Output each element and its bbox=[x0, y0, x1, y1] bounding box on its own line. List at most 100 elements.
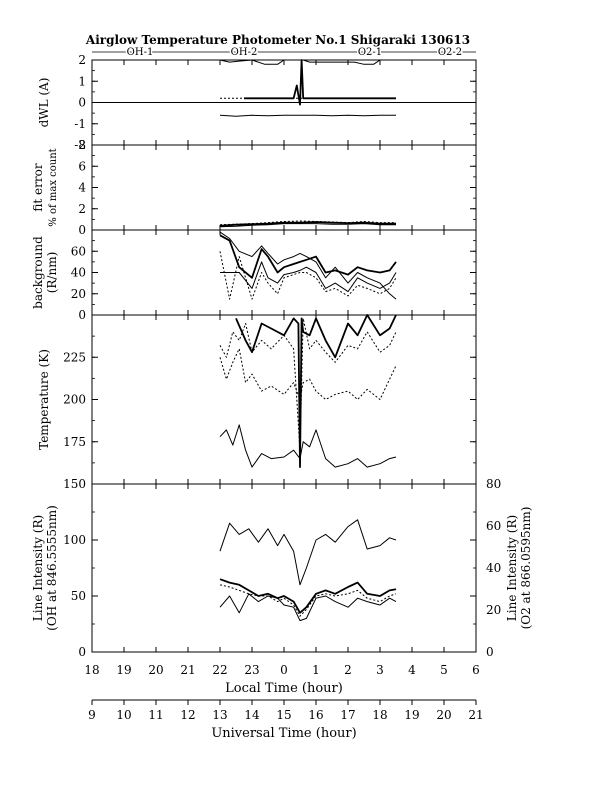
x-ut-tick-label: 13 bbox=[212, 708, 227, 722]
series-line-4 bbox=[235, 314, 397, 469]
x-local-tick-label: 19 bbox=[116, 663, 131, 677]
y-tick-label: 60 bbox=[71, 244, 86, 258]
series-line-3 bbox=[219, 317, 397, 451]
y-right-tick-label: 80 bbox=[486, 477, 501, 491]
y-tick-label: 0 bbox=[78, 308, 86, 322]
y-tick-label: 175 bbox=[63, 435, 86, 449]
y-axis-label: % of max count bbox=[48, 148, 59, 226]
y-tick-label: 2 bbox=[78, 53, 86, 67]
y-right-tick-label: 0 bbox=[486, 645, 494, 659]
x-local-tick-label: 1 bbox=[312, 663, 320, 677]
y-right-tick-label: 20 bbox=[486, 603, 501, 617]
y-right-tick-label: 60 bbox=[486, 519, 501, 533]
x-ut-tick-label: 21 bbox=[468, 708, 483, 722]
x-ut-tick-label: 15 bbox=[276, 708, 291, 722]
legend-label-oh-2: OH-2 bbox=[231, 47, 258, 58]
x-local-tick-label: 6 bbox=[472, 663, 480, 677]
legend-label-o2-1: O2-1 bbox=[358, 47, 382, 58]
panel-dwl: -2 -1 0 1 2 dWL (A) bbox=[37, 53, 477, 152]
panel-temperature: 175 200 225 Temperature (K) bbox=[37, 314, 477, 485]
panel-background: 0 20 40 60 background (R/nm) bbox=[31, 229, 477, 322]
x-local-tick-label: 21 bbox=[180, 663, 195, 677]
y-tick-label: 150 bbox=[63, 477, 86, 491]
y-tick-label: -2 bbox=[74, 138, 86, 152]
y-axis-label: Temperature (K) bbox=[37, 349, 51, 450]
panels: -2 -1 0 1 2 dWL (A) 0 2 4 6 8 fit error% of max cou… bbox=[31, 53, 533, 659]
y-right-tick-label: 40 bbox=[486, 561, 501, 575]
y-tick-label: 200 bbox=[63, 393, 86, 407]
y-tick-label: 4 bbox=[78, 181, 86, 195]
x-local-tick-label: 23 bbox=[244, 663, 259, 677]
y-axis-label: (OH at 846.5555nm) bbox=[45, 505, 59, 631]
series-line-3 bbox=[219, 584, 397, 617]
y-tick-label: 20 bbox=[71, 287, 86, 301]
y-tick-label: 50 bbox=[71, 589, 86, 603]
series-line-2 bbox=[220, 261, 397, 293]
series-line-1 bbox=[219, 221, 396, 227]
y-axis-label: Line Intensity (R) bbox=[31, 515, 45, 621]
x-local-tick-label: 4 bbox=[408, 663, 416, 677]
y-tick-label: 2 bbox=[78, 202, 86, 216]
series-line-3 bbox=[244, 59, 396, 106]
x-ut-tick-label: 19 bbox=[404, 708, 419, 722]
series-line-2 bbox=[219, 348, 397, 400]
series-line-4 bbox=[219, 59, 381, 65]
chart-title: Airglow Temperature Photometer No.1 Shig… bbox=[85, 33, 470, 47]
x-ut-tick-label: 18 bbox=[372, 708, 387, 722]
panel-fit: 0 2 4 6 8 fit error% of max count bbox=[31, 138, 477, 237]
panel-frame bbox=[91, 314, 477, 485]
x-local-tick-label: 22 bbox=[212, 663, 227, 677]
y-tick-label: 6 bbox=[78, 159, 86, 173]
y-tick-label: 100 bbox=[63, 533, 86, 547]
y-axis-label: background bbox=[31, 236, 45, 309]
y-right-axis-label: (O2 at 866.0595nm) bbox=[519, 507, 533, 630]
panel-frame bbox=[91, 229, 477, 316]
x-ut-tick-label: 17 bbox=[340, 708, 355, 722]
series-line-1 bbox=[219, 114, 396, 117]
series-line-3 bbox=[219, 223, 396, 228]
x-ut-tick-label: 9 bbox=[88, 708, 96, 722]
x-ut-tick-label: 16 bbox=[308, 708, 323, 722]
x-local-tick-label: 20 bbox=[148, 663, 163, 677]
x-local-tick-label: 2 bbox=[344, 663, 352, 677]
y-right-axis-label: Line Intensity (R) bbox=[505, 515, 519, 621]
x-local-tick-label: 18 bbox=[84, 663, 99, 677]
legend: OH-1 OH-2 O2-1 O2-2 bbox=[92, 46, 476, 60]
x-ut-tick-label: 20 bbox=[436, 708, 451, 722]
series-line-1 bbox=[219, 424, 397, 468]
legend-label-o2-2: O2-2 bbox=[438, 47, 462, 58]
y-tick-label: 0 bbox=[78, 645, 86, 659]
x-local-tick-label: 5 bbox=[440, 663, 448, 677]
series-line-2 bbox=[219, 578, 397, 614]
y-tick-label: 8 bbox=[78, 138, 86, 152]
series-line-4 bbox=[219, 231, 397, 300]
y-tick-label: 1 bbox=[78, 74, 86, 88]
x-local-tick-label: 0 bbox=[280, 663, 288, 677]
x-ut-axis-label: Universal Time (hour) bbox=[211, 726, 356, 741]
x-local-axis-label: Local Time (hour) bbox=[225, 681, 343, 696]
panel-frame bbox=[91, 144, 477, 231]
y-tick-label: 40 bbox=[71, 266, 86, 280]
y-axis-label: (R/nm) bbox=[45, 252, 59, 294]
series-line-3 bbox=[219, 251, 397, 300]
y-axis-label: dWL (A) bbox=[37, 78, 51, 128]
y-tick-label: 225 bbox=[63, 350, 86, 364]
x-ut-tick-label: 11 bbox=[148, 708, 163, 722]
series-line-1 bbox=[219, 234, 397, 279]
series-line-2 bbox=[219, 220, 396, 226]
y-tick-label: -1 bbox=[74, 117, 86, 131]
y-tick-label: 0 bbox=[78, 223, 86, 237]
x-local-tick-label: 3 bbox=[376, 663, 384, 677]
x-ut-tick-label: 14 bbox=[244, 708, 260, 722]
series-line-1 bbox=[219, 519, 397, 586]
x-ut-tick-label: 10 bbox=[116, 708, 131, 722]
y-axis-label: fit error bbox=[31, 163, 45, 211]
x-ut-tick-label: 12 bbox=[180, 708, 195, 722]
y-tick-label: 0 bbox=[78, 96, 86, 110]
legend-label-oh-1: OH-1 bbox=[127, 47, 154, 58]
series-line-4 bbox=[219, 593, 397, 622]
panel-frame bbox=[91, 483, 477, 653]
